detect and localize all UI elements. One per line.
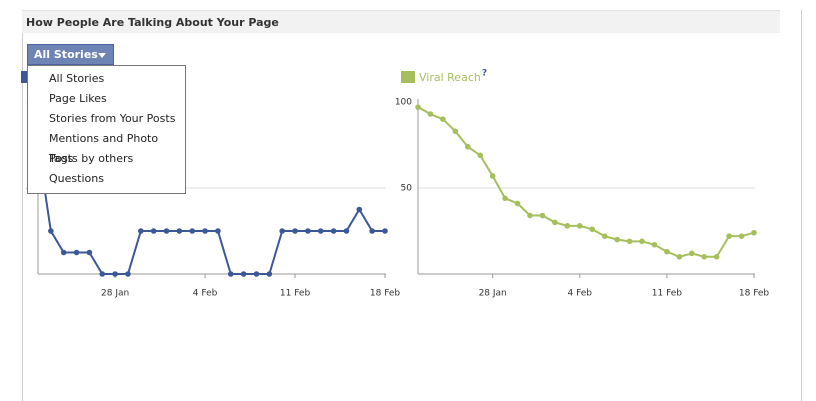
- menu-item[interactable]: Posts by others: [49, 152, 134, 165]
- data-point: [440, 116, 446, 122]
- data-point: [489, 173, 496, 179]
- data-point: [614, 236, 620, 243]
- legend-label: Viral Reach: [419, 71, 481, 84]
- data-point: [189, 228, 196, 234]
- data-point: [279, 228, 285, 234]
- y-tick-label: 100: [395, 98, 412, 108]
- menu-item[interactable]: Stories from Your Posts: [49, 112, 176, 125]
- x-tick-label: 4 Feb: [568, 289, 593, 299]
- data-point: [427, 111, 434, 117]
- data-point: [343, 228, 350, 234]
- data-point: [589, 226, 596, 233]
- series-line: [37, 144, 385, 275]
- y-tick-label: 50: [401, 184, 413, 194]
- data-point: [305, 228, 311, 234]
- data-point: [601, 233, 608, 239]
- data-point: [227, 271, 234, 277]
- x-tick-label: 11 Feb: [652, 289, 683, 299]
- data-point: [751, 229, 757, 236]
- legend-swatch: [401, 71, 415, 83]
- panel-title: How People Are Talking About Your Page: [22, 10, 780, 33]
- data-point: [713, 253, 720, 260]
- data-point: [564, 223, 571, 229]
- data-point: [701, 253, 708, 260]
- data-point: [464, 143, 471, 150]
- data-point: [382, 228, 388, 234]
- data-point: [163, 228, 170, 234]
- data-point: [369, 228, 375, 234]
- data-point: [676, 253, 683, 260]
- data-point: [726, 233, 732, 239]
- data-point: [202, 228, 208, 234]
- data-point: [527, 212, 533, 219]
- x-tick-label: 28 Jan: [479, 289, 507, 299]
- data-point: [99, 271, 106, 277]
- data-point: [688, 250, 695, 257]
- data-point: [60, 249, 67, 256]
- dropdown-arrow: [98, 53, 106, 58]
- panel-frame: [22, 10, 802, 401]
- x-tick-label: 11 Feb: [280, 289, 311, 299]
- series-line: [417, 106, 755, 258]
- data-point: [125, 271, 131, 277]
- help-link: ?: [482, 69, 487, 79]
- data-point: [330, 228, 337, 234]
- x-tick-label: 18 Feb: [739, 289, 770, 299]
- menu-item[interactable]: Questions: [49, 172, 104, 185]
- dropdown-menu: All Stories Page Likes Stories from Your P…: [27, 65, 186, 194]
- data-point: [738, 233, 745, 239]
- data-point: [651, 241, 658, 248]
- data-point: [356, 206, 363, 213]
- data-point: [292, 228, 298, 234]
- x-tick-label: 28 Jan: [101, 289, 129, 299]
- data-point: [112, 271, 118, 277]
- menu-item[interactable]: All Stories: [49, 72, 105, 85]
- menu-item[interactable]: Mentions and Photo Tags: [49, 132, 159, 165]
- data-point: [626, 238, 633, 245]
- data-point: [502, 195, 508, 202]
- data-point: [48, 228, 54, 234]
- data-point: [639, 238, 645, 245]
- data-point: [539, 212, 546, 219]
- data-point: [150, 228, 157, 234]
- data-point: [73, 249, 80, 256]
- x-tick-label: 4 Feb: [193, 289, 218, 299]
- dropdown-label: All Stories: [34, 48, 98, 61]
- data-point: [552, 219, 558, 226]
- menu-item[interactable]: Page Likes: [49, 92, 107, 105]
- x-tick-label: 18 Feb: [370, 289, 401, 299]
- dropdown-button[interactable]: All Stories: [27, 44, 114, 65]
- data-point: [576, 223, 583, 229]
- data-point: [452, 128, 459, 135]
- data-point: [86, 249, 93, 256]
- data-point: [664, 248, 670, 255]
- data-point: [514, 200, 521, 207]
- data-point: [253, 271, 260, 277]
- data-point: [138, 228, 144, 234]
- data-point: [266, 271, 273, 277]
- data-point: [215, 228, 221, 234]
- data-point: [477, 152, 484, 159]
- data-point: [317, 228, 324, 234]
- data-point: [176, 228, 183, 234]
- data-point: [240, 271, 247, 277]
- data-point: [415, 104, 421, 110]
